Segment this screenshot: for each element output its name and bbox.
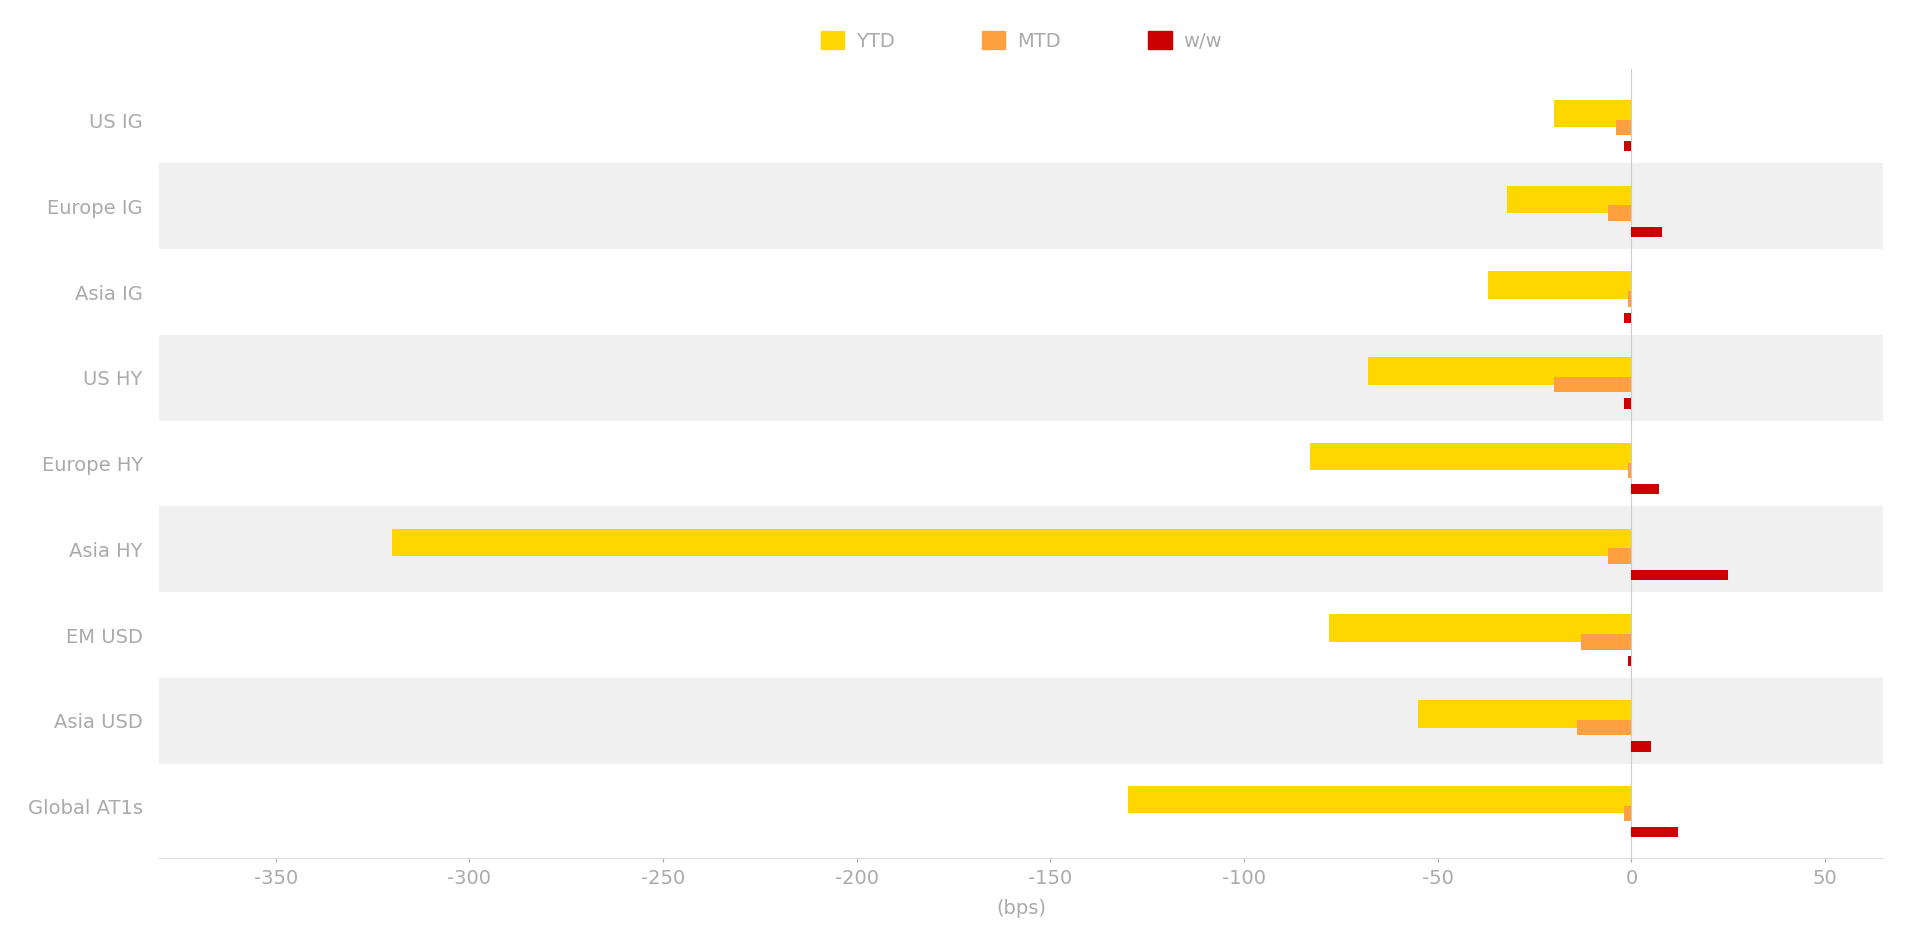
Bar xyxy=(1580,634,1632,650)
Bar xyxy=(1628,291,1632,307)
Bar xyxy=(1609,549,1632,564)
Bar xyxy=(1624,398,1632,409)
Bar xyxy=(159,763,1882,850)
Bar xyxy=(1628,463,1632,478)
Bar xyxy=(1632,569,1728,580)
Bar xyxy=(1368,358,1632,385)
Bar xyxy=(159,506,1882,592)
Bar xyxy=(1508,185,1632,213)
Bar xyxy=(1632,742,1651,752)
Bar xyxy=(1624,141,1632,151)
Bar xyxy=(1609,205,1632,220)
Bar xyxy=(159,249,1882,335)
Bar xyxy=(392,529,1632,556)
Bar xyxy=(159,592,1882,678)
Bar xyxy=(1127,786,1632,814)
Bar xyxy=(1577,720,1632,735)
Bar xyxy=(1632,484,1659,495)
Bar xyxy=(1632,827,1678,837)
Bar xyxy=(159,78,1882,164)
X-axis label: (bps): (bps) xyxy=(996,900,1047,919)
Bar xyxy=(1617,119,1632,135)
Bar xyxy=(1624,806,1632,821)
Bar xyxy=(159,335,1882,421)
Bar xyxy=(159,678,1882,763)
Bar xyxy=(1628,656,1632,666)
Bar xyxy=(1632,227,1663,237)
Bar xyxy=(1489,272,1632,299)
Bar xyxy=(1309,443,1632,470)
Legend: YTD, MTD, w/w: YTD, MTD, w/w xyxy=(812,24,1229,59)
Bar xyxy=(159,164,1882,249)
Bar xyxy=(1330,615,1632,642)
Bar xyxy=(1554,377,1632,393)
Bar xyxy=(1554,100,1632,128)
Bar xyxy=(1624,312,1632,323)
Bar xyxy=(159,421,1882,506)
Bar xyxy=(1418,700,1632,727)
